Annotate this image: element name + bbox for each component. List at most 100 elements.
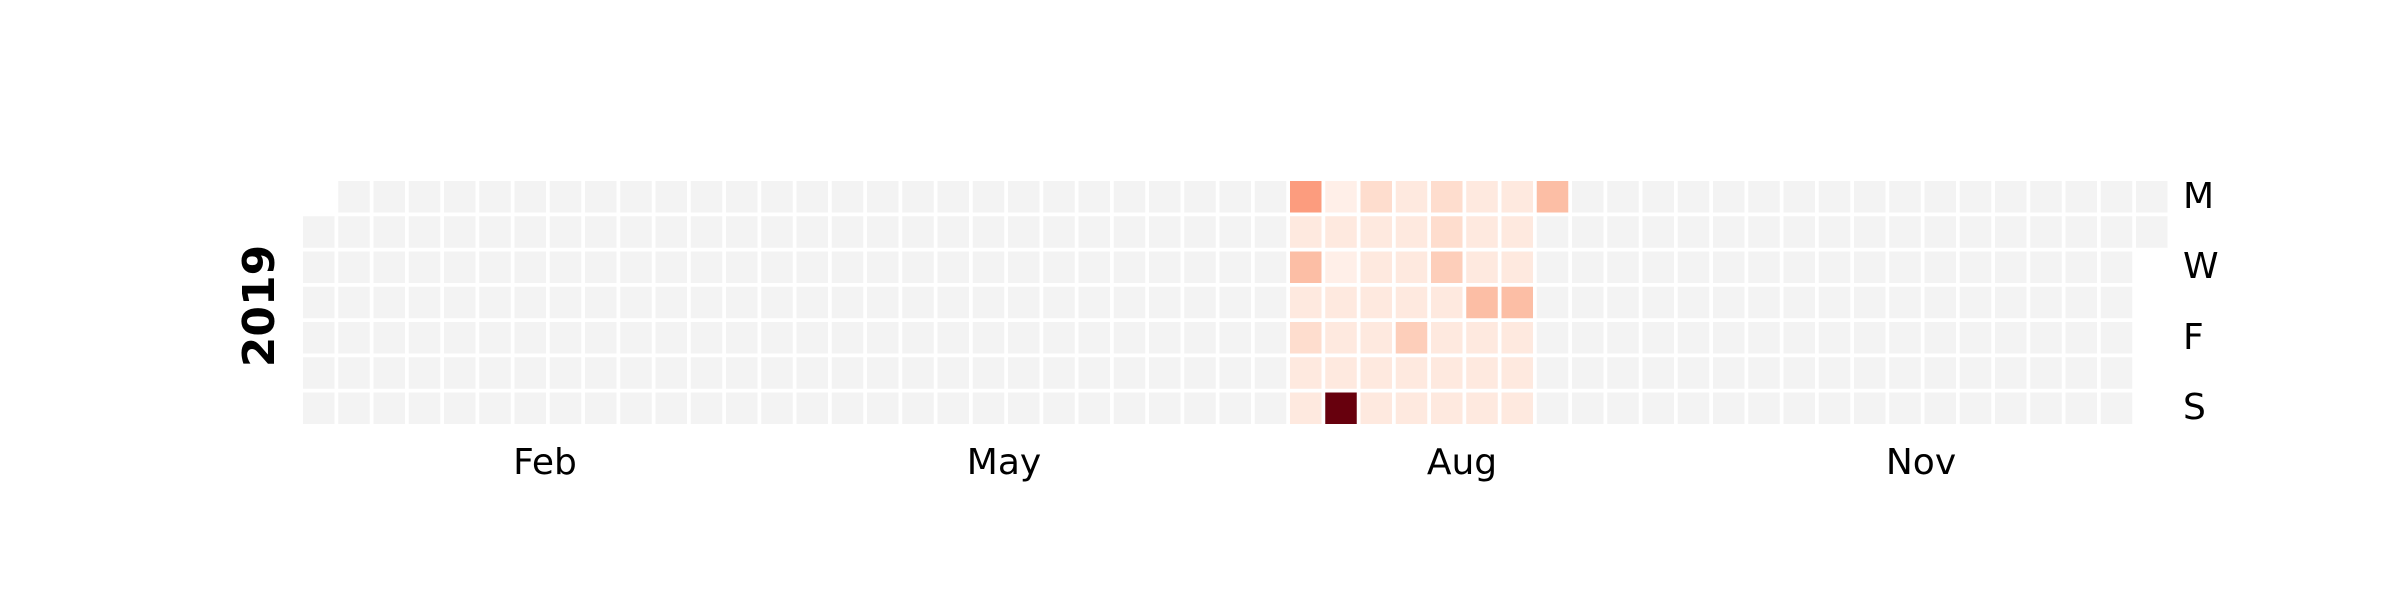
heatmap-cell (2030, 357, 2062, 389)
heatmap-cell (479, 392, 511, 424)
heatmap-cell (585, 216, 617, 248)
heatmap-cell (867, 392, 899, 424)
heatmap-cell (479, 322, 511, 354)
heatmap-cell (690, 216, 723, 248)
heatmap-cell (373, 286, 405, 319)
heatmap-cell (1818, 357, 1851, 389)
heatmap-cell (338, 251, 370, 283)
heatmap-cell (444, 216, 476, 248)
heatmap-cell (1113, 251, 1146, 283)
heatmap-cell (1818, 181, 1851, 213)
heatmap-cell (1043, 357, 1075, 389)
heatmap-cell (1748, 251, 1780, 283)
heatmap-cell (1254, 251, 1287, 283)
heatmap-cell (1360, 322, 1392, 354)
heatmap-cell (1818, 251, 1851, 283)
heatmap-cell (1290, 357, 1322, 389)
weekday-tick-label: W (2183, 246, 2219, 287)
heatmap-cell (1924, 357, 1956, 389)
heatmap-cell (1395, 251, 1428, 283)
heatmap-cell (937, 392, 969, 424)
heatmap-cell (1536, 357, 1569, 389)
heatmap-cell (1008, 216, 1040, 248)
heatmap-cell (1078, 216, 1110, 248)
heatmap-cell (726, 392, 758, 424)
heatmap-cell (655, 286, 687, 319)
heatmap-cell (796, 322, 828, 354)
heatmap-cell (408, 181, 441, 213)
heatmap-cell (2065, 392, 2097, 424)
heatmap-cell (479, 181, 511, 213)
heatmap-cell (1113, 286, 1146, 319)
heatmap-cell (655, 216, 687, 248)
heatmap-cell (1959, 216, 1992, 248)
heatmap-cell (338, 181, 370, 213)
heatmap-cell (690, 322, 723, 354)
heatmap-cell (408, 392, 441, 424)
heatmap-cell (902, 251, 934, 283)
heatmap-cell (1854, 216, 1886, 248)
heatmap-cell (1466, 322, 1498, 354)
heatmap-cell (1360, 392, 1392, 424)
heatmap-cell (338, 286, 370, 319)
heatmap-cell (303, 286, 335, 319)
heatmap-cell (1854, 357, 1886, 389)
heatmap-cell (444, 392, 476, 424)
heatmap-cell (303, 392, 335, 424)
heatmap-cell (620, 181, 652, 213)
heatmap-cell (1325, 181, 1357, 213)
heatmap-cell (831, 251, 864, 283)
heatmap-cell (1254, 181, 1287, 213)
heatmap-cell (1290, 181, 1322, 213)
heatmap-cell (620, 357, 652, 389)
heatmap-cell (972, 181, 1005, 213)
heatmap-cell (514, 322, 546, 354)
heatmap-cell (620, 322, 652, 354)
heatmap-cell (1360, 357, 1392, 389)
heatmap-cell (479, 251, 511, 283)
heatmap-cell (1748, 286, 1780, 319)
heatmap-cell (867, 286, 899, 319)
heatmap-cell (408, 357, 441, 389)
heatmap-cell (1924, 322, 1956, 354)
heatmap-cell (655, 392, 687, 424)
heatmap-cell (796, 216, 828, 248)
heatmap-cell (1924, 251, 1956, 283)
heatmap-cell (1748, 322, 1780, 354)
heatmap-cell (1008, 286, 1040, 319)
heatmap-cell (1360, 251, 1392, 283)
heatmap-cell (338, 357, 370, 389)
heatmap-cell (1642, 392, 1674, 424)
heatmap-cell (620, 251, 652, 283)
heatmap-cell (1713, 357, 1745, 389)
heatmap-cell (1713, 181, 1745, 213)
heatmap-cell (761, 251, 793, 283)
heatmap-cell (1043, 286, 1075, 319)
heatmap-cell (2100, 251, 2133, 283)
heatmap-cell (1149, 286, 1181, 319)
heatmap-cell (1113, 216, 1146, 248)
heatmap-cell (1677, 251, 1710, 283)
heatmap-cell (1572, 216, 1604, 248)
heatmap-cell (549, 181, 582, 213)
heatmap-cell (2030, 216, 2062, 248)
heatmap-cell (1854, 181, 1886, 213)
heatmap-cell (2065, 216, 2097, 248)
heatmap-cell (514, 357, 546, 389)
heatmap-cell (1043, 251, 1075, 283)
heatmap-cell (549, 251, 582, 283)
heatmap-cell (902, 286, 934, 319)
heatmap-cell (2030, 392, 2062, 424)
heatmap-cell (902, 357, 934, 389)
heatmap-cell (2030, 181, 2062, 213)
heatmap-cell (1889, 357, 1921, 389)
heatmap-cell (867, 181, 899, 213)
heatmap-cell (1854, 392, 1886, 424)
heatmap-cell (726, 251, 758, 283)
heatmap-cell (444, 251, 476, 283)
heatmap-cell (1959, 286, 1992, 319)
month-tick-label: Aug (1427, 442, 1497, 483)
heatmap-cell (1748, 181, 1780, 213)
heatmap-cell (338, 216, 370, 248)
weekday-tick-label: M (2183, 176, 2214, 217)
